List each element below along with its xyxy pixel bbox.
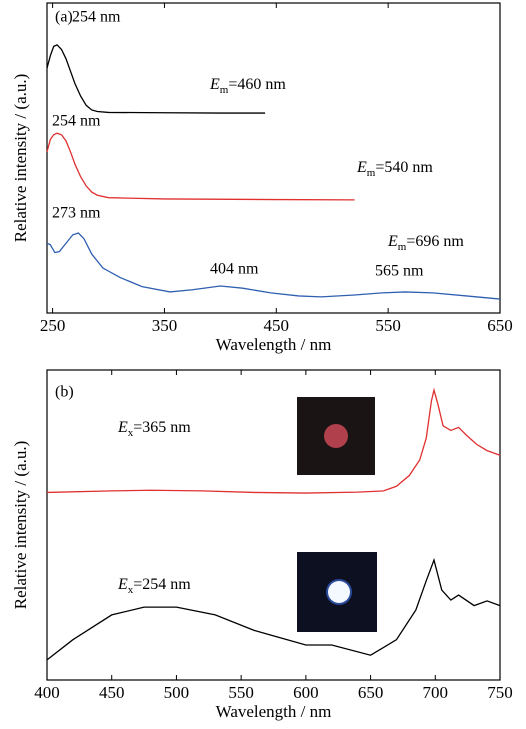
spectrum-line [46,44,266,114]
annotation: 254 nm [72,9,121,26]
x-tick-label: 450 [264,316,290,335]
annotation-subscript: m [367,167,376,179]
annotation-symbol: E [117,576,128,593]
annotation: 273 nm [52,205,101,222]
x-axis-label: Wavelength / nm [216,702,332,721]
spectrum-line [46,232,501,300]
annotation: Em=460 nm [209,76,286,96]
annotation: (b) [55,384,74,401]
annotation-subscript: m [220,84,229,96]
plot-frame [46,369,501,681]
x-tick-label: 500 [164,683,190,702]
x-tick-label: 750 [487,683,513,702]
spectrum-line [46,132,355,201]
x-axis-label: Wavelength / nm [216,335,332,354]
x-tick-label: 650 [487,316,513,335]
plot-frame [46,2,501,314]
y-axis-label: Relative intensity / (a.u.) [11,441,30,610]
x-tick-label: 550 [375,316,401,335]
x-tick-label: 400 [34,683,60,702]
x-tick-label: 550 [228,683,254,702]
annotation-symbol: E [387,233,398,250]
annotation-symbol: E [356,159,367,176]
annotation-rest: =540 nm [375,159,433,176]
annotation: (a) [55,9,73,26]
annotation: 404 nm [210,261,259,278]
inset-photo-white [297,552,377,632]
annotation: Em=540 nm [356,159,433,179]
x-tick-label: 250 [40,316,66,335]
x-tick-label: 450 [99,683,125,702]
annotation: Ex=365 nm [117,419,191,439]
x-tick-label: 650 [358,683,384,702]
annotation-subscript: x [128,584,134,596]
annotation: 565 nm [375,263,424,280]
annotation-rest: =696 nm [406,233,464,250]
x-tick-label: 600 [293,683,319,702]
annotation: Em=696 nm [387,233,464,253]
spectrum-line [46,557,501,661]
annotation-subscript: m [398,241,407,253]
x-tick-label: 350 [152,316,178,335]
annotation-rest: =365 nm [133,419,191,436]
annotation: 254 nm [52,113,101,130]
y-axis-label: Relative intensity / (a.u.) [11,74,30,243]
annotation-subscript: x [128,427,134,439]
spectrum-line [46,387,501,494]
annotation-rest: =460 nm [228,76,286,93]
x-tick-label: 700 [423,683,449,702]
inset-photo-red [297,397,375,475]
annotation: Ex=254 nm [117,576,191,596]
annotation-symbol: E [209,76,220,93]
annotation-symbol: E [117,419,128,436]
annotation-rest: =254 nm [133,576,191,593]
